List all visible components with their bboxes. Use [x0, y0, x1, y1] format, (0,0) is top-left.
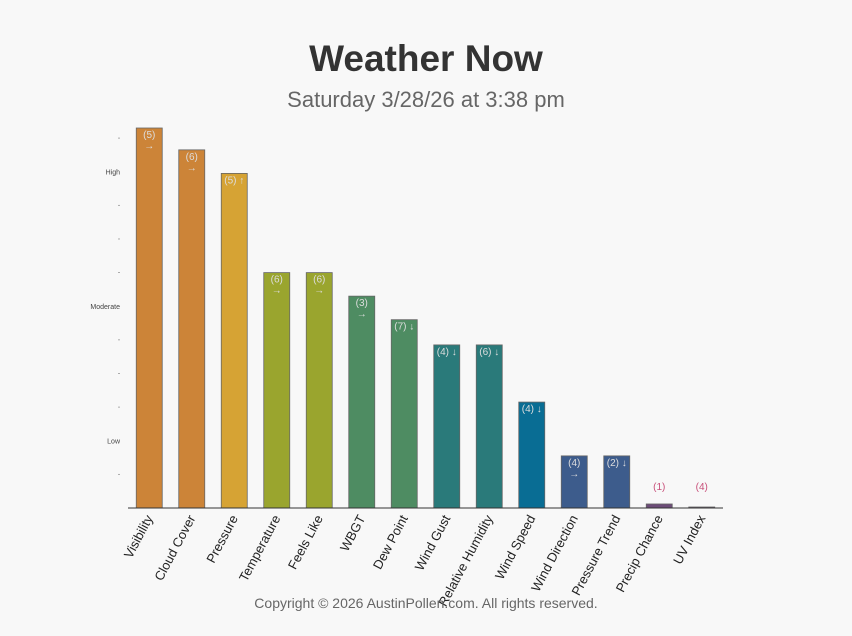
- x-tick-label: Temperature: [236, 512, 284, 583]
- bar-data-label: (4) ↓: [522, 404, 542, 415]
- x-tick-label: Wind Gust: [412, 512, 454, 573]
- bar-data-label: (3) →: [356, 298, 368, 320]
- x-tick-label: WBGT: [337, 512, 369, 554]
- y-tick-label: Moderate: [90, 304, 120, 311]
- bar: [348, 295, 376, 509]
- bar-data-label: (1): [653, 482, 665, 493]
- bar-data-label: (5) →: [143, 130, 155, 152]
- bar: [220, 172, 248, 509]
- bar: [178, 149, 206, 509]
- bar: [603, 455, 631, 509]
- bar-data-label: (7) ↓: [394, 322, 414, 333]
- y-tick-label: High: [106, 170, 121, 177]
- bar: [390, 319, 418, 509]
- x-tick-label: UV Index: [670, 512, 709, 567]
- x-tick-label: Cloud Cover: [151, 512, 198, 583]
- bar-data-label: (4): [696, 482, 708, 493]
- y-tick-label: Low: [107, 439, 121, 446]
- bar: [518, 401, 546, 509]
- bar: [433, 344, 461, 509]
- bar-data-label: (6) →: [313, 275, 325, 297]
- bar: [645, 503, 673, 509]
- x-tick-label: Feels Like: [285, 512, 326, 571]
- bar-data-label: (4) →: [568, 458, 580, 480]
- chart-title: Weather Now: [309, 38, 543, 79]
- bar-data-label: (6) →: [271, 275, 283, 297]
- x-tick-label: Precip Chance: [613, 512, 666, 594]
- x-tick-label: Visibility: [121, 512, 156, 561]
- bar-data-label: (5) ↑: [224, 175, 244, 186]
- bar: [560, 455, 588, 509]
- bar-data-label: (4) ↓: [437, 347, 457, 358]
- bar-data-label: (6) ↓: [479, 347, 499, 358]
- x-tick-label: Wind Speed: [492, 512, 538, 582]
- bar-data-label: (2) ↓: [607, 458, 627, 469]
- copyright-footer: Copyright © 2026 AustinPollen.com. All r…: [254, 595, 598, 611]
- chart-subtitle: Saturday 3/28/26 at 3:38 pm: [287, 87, 565, 112]
- x-tick-label: Pressure: [203, 512, 241, 565]
- bar: [263, 272, 291, 509]
- bar: [135, 127, 163, 509]
- bar-data-label: (6) →: [186, 152, 198, 174]
- bar: [305, 272, 333, 509]
- x-tick-label: Dew Point: [370, 512, 411, 572]
- bar: [475, 344, 503, 509]
